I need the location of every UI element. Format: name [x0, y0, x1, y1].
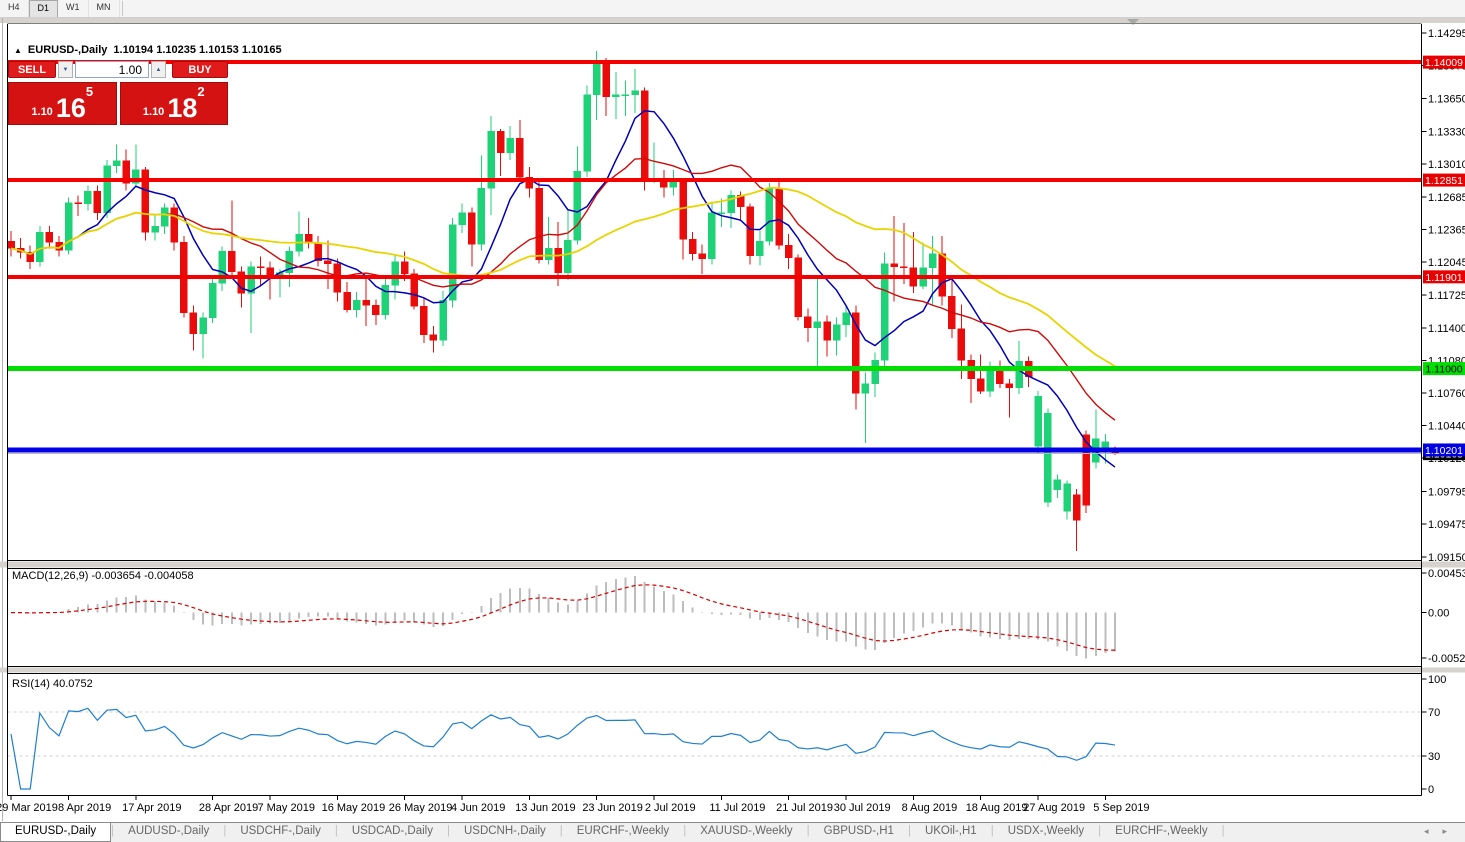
svg-text:17 Apr 2019: 17 Apr 2019: [122, 802, 181, 814]
svg-text:7 May 2019: 7 May 2019: [257, 802, 314, 814]
timeframe-button-D1[interactable]: D1: [29, 0, 59, 17]
svg-text:1.10760: 1.10760: [1428, 388, 1465, 400]
svg-text:RSI(14) 40.0752: RSI(14) 40.0752: [12, 678, 93, 690]
volume-input[interactable]: 1.00: [75, 61, 149, 78]
toolbar-separator: [122, 1, 123, 16]
chart-tab-usdx-weekly[interactable]: USDX-,Weekly: [994, 823, 1098, 842]
svg-text:23 Jun 2019: 23 Jun 2019: [582, 802, 643, 814]
svg-text:1.12685: 1.12685: [1428, 192, 1465, 204]
svg-text:1.11400: 1.11400: [1428, 323, 1465, 335]
svg-text:1.13010: 1.13010: [1428, 159, 1465, 171]
svg-text:30: 30: [1428, 751, 1440, 763]
svg-text:29 Mar 2019: 29 Mar 2019: [0, 802, 58, 814]
chart-tab-xauusd-weekly[interactable]: XAUUSD-,Weekly: [686, 823, 806, 842]
volume-increase-button[interactable]: ▲: [151, 61, 166, 78]
sell-price-sup: 5: [86, 84, 93, 99]
svg-text:1.09475: 1.09475: [1428, 519, 1465, 531]
buy-price-sup: 2: [197, 84, 204, 99]
svg-text:21 Jul 2019: 21 Jul 2019: [776, 802, 833, 814]
svg-text:1.09150: 1.09150: [1428, 552, 1465, 564]
timeframe-button-H4[interactable]: H4: [0, 0, 29, 17]
chart-tab-eurusd-daily[interactable]: EURUSD-,Daily: [0, 823, 111, 842]
svg-text:28 Apr 2019: 28 Apr 2019: [199, 802, 258, 814]
svg-text:1.13650: 1.13650: [1428, 94, 1465, 106]
macd-label: MACD(12,26,9) -0.003654 -0.004058: [12, 570, 194, 582]
svg-text:2 Jul 2019: 2 Jul 2019: [645, 802, 696, 814]
chart-tab-usdcad-daily[interactable]: USDCAD-,Daily: [338, 823, 447, 842]
svg-text:30 Jul 2019: 30 Jul 2019: [834, 802, 891, 814]
buy-price-prefix: 1.10: [143, 106, 164, 118]
svg-text:1.11000: 1.11000: [1425, 364, 1462, 376]
svg-text:8 Aug 2019: 8 Aug 2019: [902, 802, 958, 814]
svg-text:1.14009: 1.14009: [1425, 57, 1463, 69]
symbol-name: EURUSD-,Daily: [28, 44, 107, 56]
svg-text:1.10201: 1.10201: [1425, 445, 1463, 457]
svg-text:MACD(12,26,9) -0.003654 -0.004: MACD(12,26,9) -0.003654 -0.004058: [12, 570, 194, 582]
buy-price-big: 18: [167, 95, 197, 121]
chart-window: 1.142951.139751.136501.133301.130101.126…: [0, 18, 1465, 821]
svg-text:1.11725: 1.11725: [1428, 290, 1465, 302]
chart-tab-eurchf-weekly[interactable]: EURCHF-,Weekly: [1101, 823, 1221, 842]
timeframe-button-MN[interactable]: MN: [89, 0, 120, 17]
one-click-trade-panel: SELL ▼ 1.00 ▲ BUY 1.10 16 5 1.10 18 2: [8, 61, 228, 125]
svg-text:1.12365: 1.12365: [1428, 225, 1465, 237]
svg-text:16 May 2019: 16 May 2019: [322, 802, 386, 814]
chart-tab-audusd-daily[interactable]: AUDUSD-,Daily: [114, 823, 223, 842]
svg-text:1.10440: 1.10440: [1428, 421, 1465, 433]
chart-tab-usdcnh-daily[interactable]: USDCNH-,Daily: [450, 823, 560, 842]
sell-price-box[interactable]: 1.10 16 5: [8, 82, 117, 125]
svg-text:70: 70: [1428, 707, 1440, 719]
svg-text:8 Apr 2019: 8 Apr 2019: [58, 802, 111, 814]
svg-text:-0.005205: -0.005205: [1428, 653, 1465, 665]
rsi-label: RSI(14) 40.0752: [12, 678, 93, 690]
svg-text:27 Aug 2019: 27 Aug 2019: [1023, 802, 1085, 814]
svg-text:100: 100: [1428, 674, 1446, 686]
ohlc-values: 1.10194 1.10235 1.10153 1.10165: [113, 44, 281, 56]
svg-text:13 Jun 2019: 13 Jun 2019: [515, 802, 576, 814]
collapse-arrow-icon[interactable]: ▲: [14, 46, 22, 55]
svg-text:1.12045: 1.12045: [1428, 257, 1465, 269]
svg-text:1.09795: 1.09795: [1428, 486, 1465, 498]
svg-text:1.13330: 1.13330: [1428, 126, 1465, 138]
svg-text:4 Jun 2019: 4 Jun 2019: [451, 802, 505, 814]
tabs-scroll-left-icon[interactable]: ◂: [1424, 826, 1429, 842]
svg-text:0: 0: [1428, 784, 1434, 796]
sell-button[interactable]: SELL: [8, 61, 56, 78]
svg-text:1.11901: 1.11901: [1425, 272, 1462, 284]
svg-text:11 Jul 2019: 11 Jul 2019: [709, 802, 765, 814]
chart-canvas[interactable]: 1.142951.139751.136501.133301.130101.126…: [0, 18, 1465, 821]
sell-price-big: 16: [56, 95, 86, 121]
timeframe-button-W1[interactable]: W1: [58, 0, 89, 17]
svg-text:5 Sep 2019: 5 Sep 2019: [1093, 802, 1149, 814]
tabs-scroll-right-icon[interactable]: ▸: [1442, 826, 1447, 842]
chart-tab-eurchf-weekly[interactable]: EURCHF-,Weekly: [563, 823, 683, 842]
volume-decrease-button[interactable]: ▼: [58, 61, 73, 78]
svg-text:26 May 2019: 26 May 2019: [389, 802, 453, 814]
buy-button[interactable]: BUY: [172, 61, 228, 78]
svg-text:0.00: 0.00: [1428, 608, 1449, 620]
svg-text:1.14295: 1.14295: [1428, 28, 1465, 40]
chart-title: ▲ EURUSD-,Daily 1.10194 1.10235 1.10153 …: [14, 44, 282, 56]
tab-separator: |: [1222, 823, 1225, 842]
chart-tab-ukoil-h1[interactable]: UKOil-,H1: [911, 823, 991, 842]
chart-tab-usdchf-daily[interactable]: USDCHF-,Daily: [226, 823, 335, 842]
svg-text:0.004536: 0.004536: [1428, 568, 1465, 580]
sell-price-prefix: 1.10: [31, 106, 52, 118]
buy-price-box[interactable]: 1.10 18 2: [120, 82, 229, 125]
svg-text:1.12851: 1.12851: [1425, 175, 1463, 187]
symbol-tab-bar: EURUSD-,Daily|AUDUSD-,Daily|USDCHF-,Dail…: [0, 822, 1465, 842]
svg-text:18 Aug 2019: 18 Aug 2019: [966, 802, 1028, 814]
chart-tab-gbpusd-h1[interactable]: GBPUSD-,H1: [810, 823, 908, 842]
